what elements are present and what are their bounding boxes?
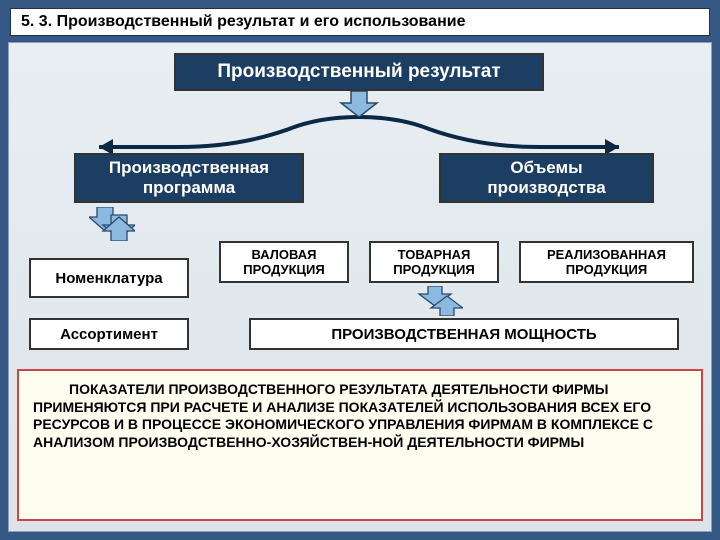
paragraph-text: ПОКАЗАТЕЛИ ПРОИЗВОДСТВЕННОГО РЕЗУЛЬТАТА … (33, 381, 653, 450)
double-arrow-vol (417, 286, 463, 316)
node-realized-label: РЕАЛИЗОВАННАЯ ПРОДУКЦИЯ (529, 247, 684, 277)
section-header: 5. 3. Производственный результат и его и… (10, 8, 710, 36)
node-commod: ТОВАРНАЯ ПРОДУКЦИЯ (369, 241, 499, 283)
node-capacity-label: ПРОИЗВОДСТВЕННАЯ МОЩНОСТЬ (331, 326, 596, 343)
paragraph-box: ПОКАЗАТЕЛИ ПРОИЗВОДСТВЕННОГО РЕЗУЛЬТАТА … (17, 369, 703, 521)
node-prog: Производственная программа (74, 153, 304, 203)
node-assort: Ассортимент (29, 318, 189, 350)
node-nomen: Номенклатура (29, 258, 189, 298)
node-nomen-label: Номенклатура (55, 270, 162, 287)
node-root: Производственный результат (174, 53, 544, 91)
double-arrow-prog (89, 207, 135, 241)
node-root-label: Производственный результат (217, 61, 500, 83)
node-vol-label: Объемы производства (449, 158, 644, 198)
node-capacity: ПРОИЗВОДСТВЕННАЯ МОЩНОСТЬ (249, 318, 679, 350)
node-prog-label: Производственная программа (84, 158, 294, 198)
diagram-area: Производственный результат Производствен… (8, 42, 712, 532)
node-gross-label: ВАЛОВАЯ ПРОДУКЦИЯ (229, 247, 339, 277)
section-title: 5. 3. Производственный результат и его и… (21, 13, 465, 30)
node-assort-label: Ассортимент (60, 326, 158, 343)
arrow-down-root (339, 91, 379, 117)
node-realized: РЕАЛИЗОВАННАЯ ПРОДУКЦИЯ (519, 241, 694, 283)
node-commod-label: ТОВАРНАЯ ПРОДУКЦИЯ (379, 247, 489, 277)
node-vol: Объемы производства (439, 153, 654, 203)
node-gross: ВАЛОВАЯ ПРОДУКЦИЯ (219, 241, 349, 283)
